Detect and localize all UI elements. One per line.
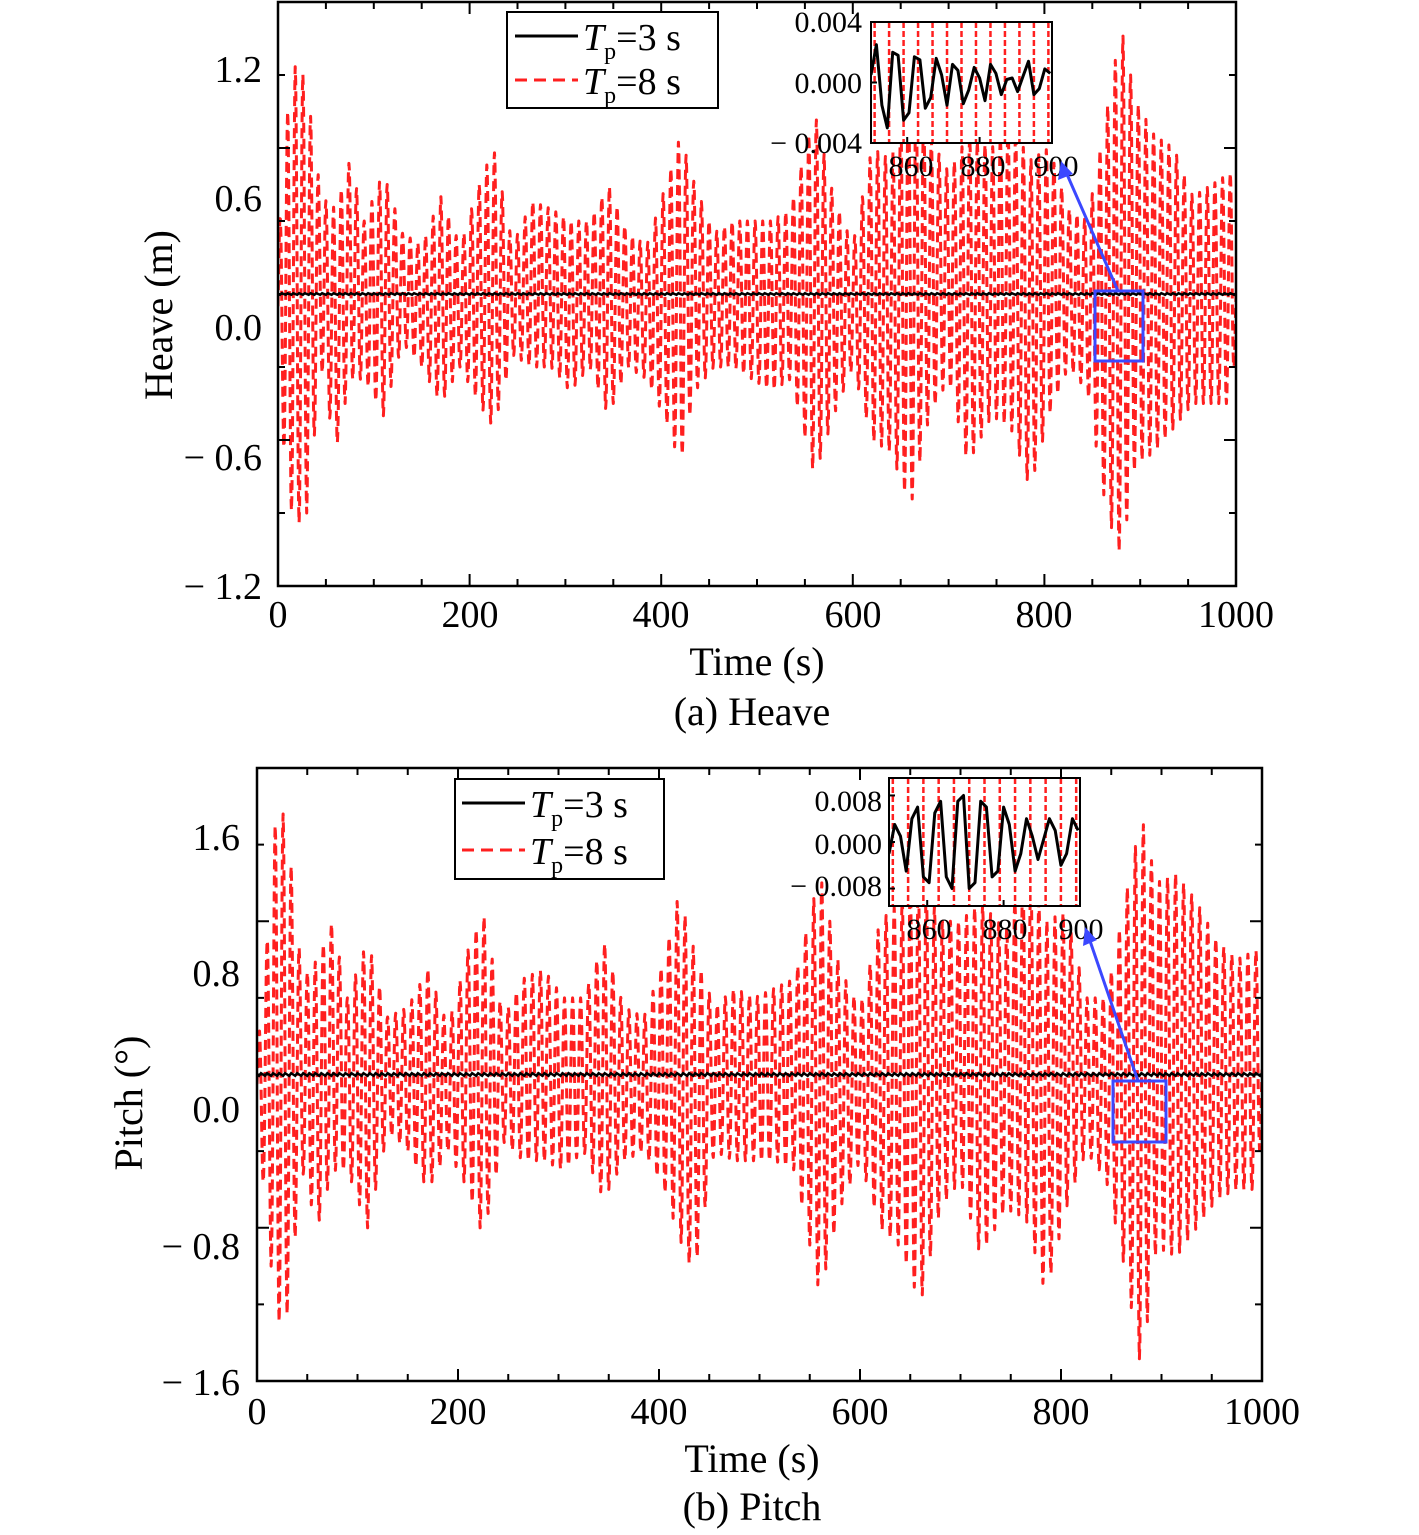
heave-ytick-label: 1.2 — [215, 49, 263, 91]
panel-pitch: 1.6 0.8 0.0 − 0.8 − 1.6 0 200 400 600 80… — [106, 766, 1301, 1529]
heave-ytick-label: 0.0 — [215, 307, 263, 349]
heave-x-axis-label: Time (s) — [689, 639, 824, 684]
heave-inset-y-labels: 0.004 0.000 − 0.004 — [770, 6, 862, 160]
heave-inset-ytick-label: 0.004 — [795, 6, 863, 39]
heave-inset-ytick-label: 0.000 — [795, 67, 863, 100]
heave-ytick-label: − 1.2 — [184, 566, 262, 608]
pitch-legend-box — [454, 778, 665, 880]
pitch-x-axis-label: Time (s) — [684, 1436, 819, 1481]
heave-inset-traces — [871, 22, 1052, 143]
heave-inset-xtick-label: 900 — [1034, 150, 1079, 183]
pitch-legend-label-tp8: Tp=8 s — [530, 831, 628, 879]
heave-caption: (a) Heave — [674, 689, 831, 734]
pitch-axis-ticks — [256, 767, 1263, 1382]
heave-xtick-label: 400 — [633, 594, 690, 636]
heave-xtick-label: 600 — [825, 594, 882, 636]
pitch-inset: 0.008 0.000 − 0.008 860 880 900 — [790, 777, 1104, 946]
heave-inset-xtick-label: 880 — [961, 150, 1006, 183]
pitch-inset-tp3-line — [889, 794, 1080, 890]
pitch-xtick-label: 800 — [1033, 1391, 1090, 1433]
heave-ytick-label: − 0.6 — [184, 437, 262, 479]
pitch-series-tp3-line — [257, 1071, 1262, 1078]
pitch-xtick-label: 0 — [248, 1391, 267, 1433]
pitch-ytick-label: − 0.8 — [162, 1226, 240, 1268]
heave-x-tick-labels: 0 200 400 600 800 1000 — [269, 594, 1275, 636]
heave-xtick-label: 200 — [442, 594, 499, 636]
heave-inset-xtick-label: 860 — [889, 150, 934, 183]
heave-legend-label-tp3: Tp=3 s — [583, 17, 681, 65]
heave-xtick-label: 1000 — [1198, 594, 1274, 636]
heave-inset-ticks — [871, 21, 1053, 144]
pitch-inset-xtick-label: 860 — [907, 913, 952, 946]
pitch-zoom-arrow — [1083, 927, 1140, 1082]
pitch-ytick-label: 0.0 — [193, 1089, 241, 1131]
pitch-series-tp8-line — [257, 812, 1262, 1361]
pitch-inset-ticks — [889, 794, 1081, 906]
pitch-inset-ytick-label: 0.008 — [815, 785, 883, 818]
pitch-traces — [257, 812, 1262, 1361]
pitch-inset-ytick-label: 0.000 — [815, 828, 883, 861]
pitch-caption: (b) Pitch — [683, 1484, 822, 1529]
pitch-inset-ytick-label: − 0.008 — [790, 870, 882, 903]
heave-xtick-label: 800 — [1016, 594, 1073, 636]
heave-inset-tp3-line — [871, 43, 1052, 130]
heave-series-tp8-line — [278, 34, 1236, 553]
heave-axis-ticks — [277, 1, 1237, 587]
heave-legend: Tp=3 s Tp=8 s — [506, 11, 719, 109]
pitch-xtick-label: 1000 — [1224, 1391, 1300, 1433]
heave-traces — [278, 34, 1236, 553]
heave-ytick-label: 0.6 — [215, 178, 263, 220]
heave-series-tp3-line — [278, 291, 1236, 297]
pitch-inset-xtick-label: 900 — [1059, 913, 1104, 946]
heave-inset-ytick-label: − 0.004 — [770, 127, 862, 160]
pitch-ytick-label: − 1.6 — [162, 1362, 240, 1404]
heave-y-tick-labels: 1.2 0.6 0.0 − 0.6 − 1.2 — [184, 49, 262, 608]
pitch-ytick-label: 0.8 — [193, 953, 241, 995]
pitch-xtick-label: 400 — [631, 1391, 688, 1433]
pitch-y-tick-labels: 1.6 0.8 0.0 − 0.8 − 1.6 — [162, 817, 240, 1404]
pitch-inset-xtick-label: 880 — [983, 913, 1028, 946]
heave-legend-label-tp8: Tp=8 s — [583, 61, 681, 109]
pitch-inset-y-labels: 0.008 0.000 − 0.008 — [790, 785, 882, 903]
heave-inset: 0.004 0.000 − 0.004 860 880 900 — [770, 6, 1078, 183]
pitch-x-tick-labels: 0 200 400 600 800 1000 — [248, 1391, 1301, 1433]
pitch-inset-x-labels: 860 880 900 — [907, 913, 1104, 946]
pitch-xtick-label: 200 — [430, 1391, 487, 1433]
pitch-xtick-label: 600 — [832, 1391, 889, 1433]
pitch-legend-label-tp3: Tp=3 s — [530, 784, 628, 832]
panel-heave: 1.2 0.6 0.0 − 0.6 − 1.2 0 200 400 600 80… — [136, 0, 1275, 734]
pitch-ytick-label: 1.6 — [193, 817, 241, 859]
heave-zoom-box — [1093, 289, 1145, 363]
pitch-zoom-box — [1111, 1079, 1168, 1144]
heave-zoom-arrow — [1058, 161, 1120, 292]
heave-y-axis-label: Heave (m) — [136, 230, 181, 400]
heave-inset-x-labels: 860 880 900 — [889, 150, 1079, 183]
heave-xtick-label: 0 — [269, 594, 288, 636]
heave-legend-box — [506, 11, 719, 109]
pitch-y-axis-label: Pitch (°) — [106, 1036, 151, 1171]
pitch-legend: Tp=3 s Tp=8 s — [454, 778, 665, 880]
